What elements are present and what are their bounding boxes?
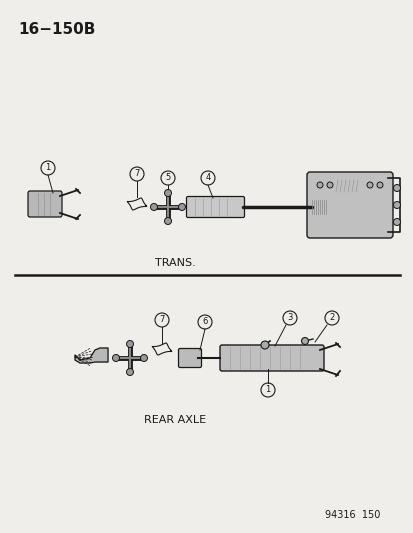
Circle shape [126, 368, 133, 376]
FancyBboxPatch shape [219, 345, 323, 371]
Circle shape [260, 341, 268, 349]
Circle shape [164, 190, 171, 197]
Text: 7: 7 [134, 169, 139, 179]
Text: 6: 6 [202, 318, 207, 327]
Circle shape [326, 182, 332, 188]
Text: 1: 1 [45, 164, 50, 173]
Text: 16−150B: 16−150B [18, 22, 95, 37]
Circle shape [392, 184, 399, 191]
Text: 2: 2 [329, 313, 334, 322]
Circle shape [376, 182, 382, 188]
Circle shape [126, 341, 133, 348]
Circle shape [112, 354, 119, 361]
FancyBboxPatch shape [186, 197, 244, 217]
Text: 5: 5 [165, 174, 170, 182]
Circle shape [392, 201, 399, 208]
Circle shape [301, 337, 308, 344]
Polygon shape [75, 348, 108, 363]
Text: TRANS.: TRANS. [154, 258, 195, 268]
Text: REAR AXLE: REAR AXLE [144, 415, 206, 425]
Text: 1: 1 [265, 385, 270, 394]
FancyBboxPatch shape [28, 191, 62, 217]
Text: 94316  150: 94316 150 [324, 510, 379, 520]
Circle shape [164, 217, 171, 224]
Text: 7: 7 [159, 316, 164, 325]
Circle shape [366, 182, 372, 188]
Circle shape [392, 219, 399, 225]
Circle shape [150, 204, 157, 211]
Circle shape [316, 182, 322, 188]
FancyBboxPatch shape [306, 172, 392, 238]
Circle shape [140, 354, 147, 361]
Text: 4: 4 [205, 174, 210, 182]
Text: 3: 3 [287, 313, 292, 322]
FancyBboxPatch shape [178, 349, 201, 367]
Circle shape [178, 204, 185, 211]
